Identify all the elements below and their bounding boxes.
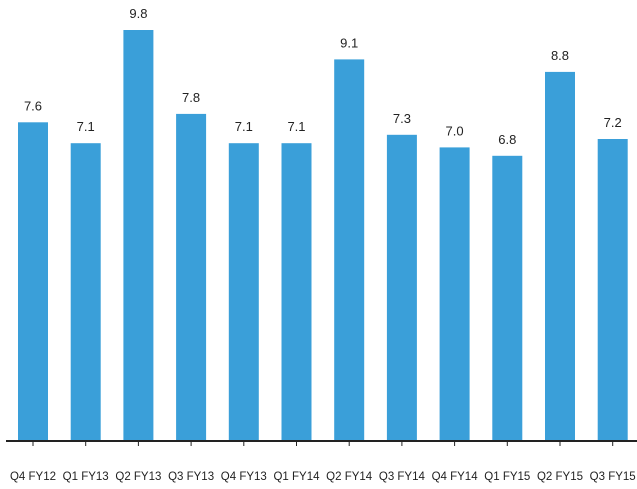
bar-q3-fy15 <box>597 139 628 441</box>
bar-q1-fy14 <box>281 143 312 441</box>
x-tick-labels-group: Q4 FY12 Q1 FY13 Q2 FY13 Q3 FY13 Q4 FY13 Q1 FY… <box>10 471 636 483</box>
value-label: 9.1 <box>340 35 358 50</box>
value-label: 7.1 <box>287 119 305 134</box>
bar-q4-fy14 <box>439 147 470 441</box>
value-label: 7.1 <box>77 119 95 134</box>
x-tick-label: Q4 FY14 <box>432 471 479 483</box>
value-label: 7.6 <box>24 98 42 113</box>
x-ticks-group <box>32 441 614 446</box>
x-tick-label: Q1 FY13 <box>63 471 109 483</box>
bar-q3-fy13 <box>176 113 207 442</box>
value-label: 6.8 <box>498 132 516 147</box>
x-tick-label: Q1 FY14 <box>273 471 320 483</box>
value-label: 7.3 <box>393 111 411 126</box>
value-label: 7.0 <box>446 123 464 138</box>
value-label: 7.2 <box>604 115 622 130</box>
bar-q2-fy14 <box>334 59 365 442</box>
value-label: 9.8 <box>129 6 147 21</box>
bar-q2-fy15 <box>545 71 575 442</box>
x-tick-label: Q4 FY12 <box>10 471 56 483</box>
bar-q4-fy13 <box>228 143 259 441</box>
x-tick-label: Q3 FY13 <box>168 471 214 483</box>
value-label: 7.8 <box>182 90 200 105</box>
x-tick-label: Q2 FY13 <box>115 471 161 483</box>
bar-q1-fy15 <box>492 155 523 442</box>
value-label: 7.1 <box>235 119 253 134</box>
bar-q3-fy14 <box>386 134 417 442</box>
x-tick-label: Q3 FY15 <box>590 471 636 483</box>
bar-q2-fy13 <box>123 30 154 441</box>
x-tick-label: Q2 FY15 <box>537 471 583 483</box>
value-label: 8.8 <box>551 48 569 63</box>
x-tick-label: Q1 FY15 <box>484 471 530 483</box>
value-labels-group: 7.6 7.1 9.8 7.8 7.1 7.1 9.1 7.3 7.0 6.8 8.8 7.2 <box>24 6 622 147</box>
bar-q4-fy12 <box>18 122 48 442</box>
x-tick-label: Q4 FY13 <box>221 471 267 483</box>
x-tick-label: Q2 FY14 <box>326 471 373 483</box>
x-tick-label: Q3 FY14 <box>379 471 426 483</box>
bars-group <box>18 30 628 442</box>
bar-q1-fy13 <box>70 143 101 441</box>
